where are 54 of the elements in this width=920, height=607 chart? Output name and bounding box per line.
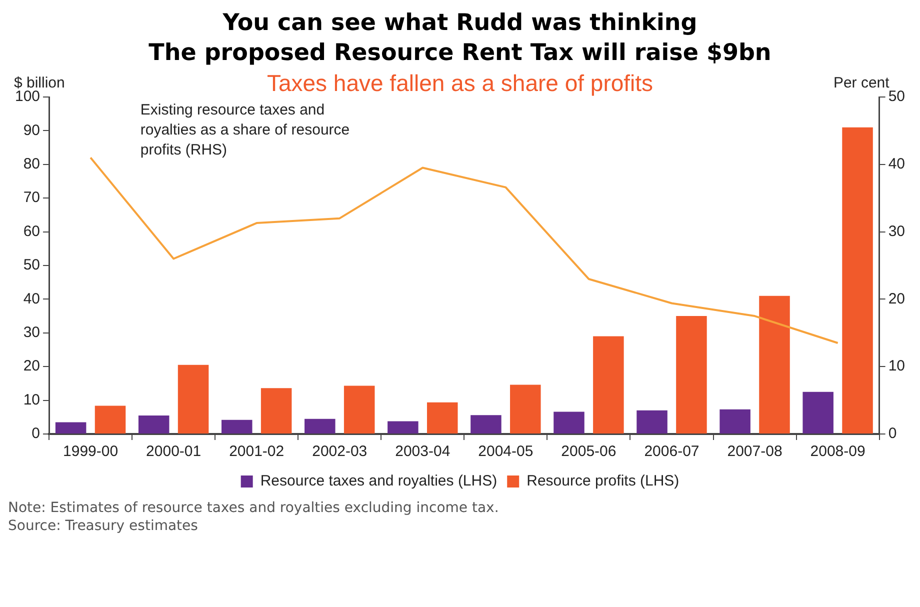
- bar: [842, 127, 873, 434]
- x-tick-label: 2006-07: [644, 443, 700, 460]
- y-tick-label: 0: [32, 425, 40, 442]
- bar: [593, 336, 624, 434]
- bar: [178, 364, 209, 434]
- text: Note: Estimates of resource taxes and royalties excluding income tax.: [8, 499, 500, 517]
- x-tick-label: 2008-09: [810, 443, 866, 460]
- bar: [138, 415, 170, 434]
- y-tick-label: 90: [23, 122, 40, 139]
- bar: [676, 316, 707, 434]
- y-tick-label: 10: [23, 391, 40, 408]
- x-tick-label: 2004-05: [478, 443, 534, 460]
- x-tick-label: 2000-01: [146, 443, 202, 460]
- chart-title: You can see what Rudd was thinking The proposed Resource Rent Tax will raise $9bn: [148, 9, 772, 68]
- y-tick-label: 40: [23, 290, 40, 308]
- y-tick-label: 20: [23, 358, 40, 375]
- bar: [720, 409, 750, 434]
- y-tick-label: 60: [23, 222, 40, 240]
- y-tick-label: 50: [23, 256, 40, 274]
- bar: [426, 402, 458, 434]
- y2-tick-label: 40: [888, 156, 906, 173]
- y-tick-label: 80: [23, 156, 40, 173]
- y2-tick-label: 20: [888, 290, 906, 308]
- x-tick-label: 2002-03: [312, 443, 368, 460]
- bar: [554, 412, 584, 434]
- y2-tick-label: 30: [888, 222, 906, 240]
- x-tick-label: 2005-06: [561, 443, 616, 460]
- y2-tick-label: 0: [888, 425, 897, 442]
- source-note: Source: Treasury estimates: [8, 517, 199, 535]
- y2-tick-label: 10: [888, 358, 906, 375]
- text: Existing resource taxes and royalties as a share of resource profits (RHS): [140, 102, 350, 159]
- y-tick-label: 30: [23, 324, 40, 342]
- legend-label: Resource taxes and royalties (LHS): [260, 472, 498, 490]
- bar: [388, 421, 418, 434]
- x-tick-label: 2001-02: [229, 443, 284, 460]
- x-tick-label: 2003-04: [395, 443, 450, 460]
- bar: [759, 296, 790, 434]
- bar: [94, 406, 126, 434]
- x-tick-label: 2007-08: [727, 443, 782, 460]
- y-tick-label: 70: [23, 189, 40, 206]
- bar: [222, 420, 252, 434]
- y2-tick-label: 50: [888, 88, 906, 106]
- y2-axis-title: Per cent: [833, 74, 890, 92]
- bar: [802, 392, 834, 434]
- chart-subtitle: Taxes have fallen as a share of profits: [266, 70, 654, 96]
- legend-label: Resource profits (LHS): [526, 472, 680, 490]
- bar: [510, 384, 541, 434]
- bar: [344, 386, 375, 434]
- bar: [260, 388, 292, 434]
- bar: [636, 410, 668, 434]
- bar: [55, 422, 86, 434]
- bar: [304, 418, 336, 434]
- x-tick-label: 1999-00: [63, 443, 118, 460]
- bar: [470, 415, 502, 434]
